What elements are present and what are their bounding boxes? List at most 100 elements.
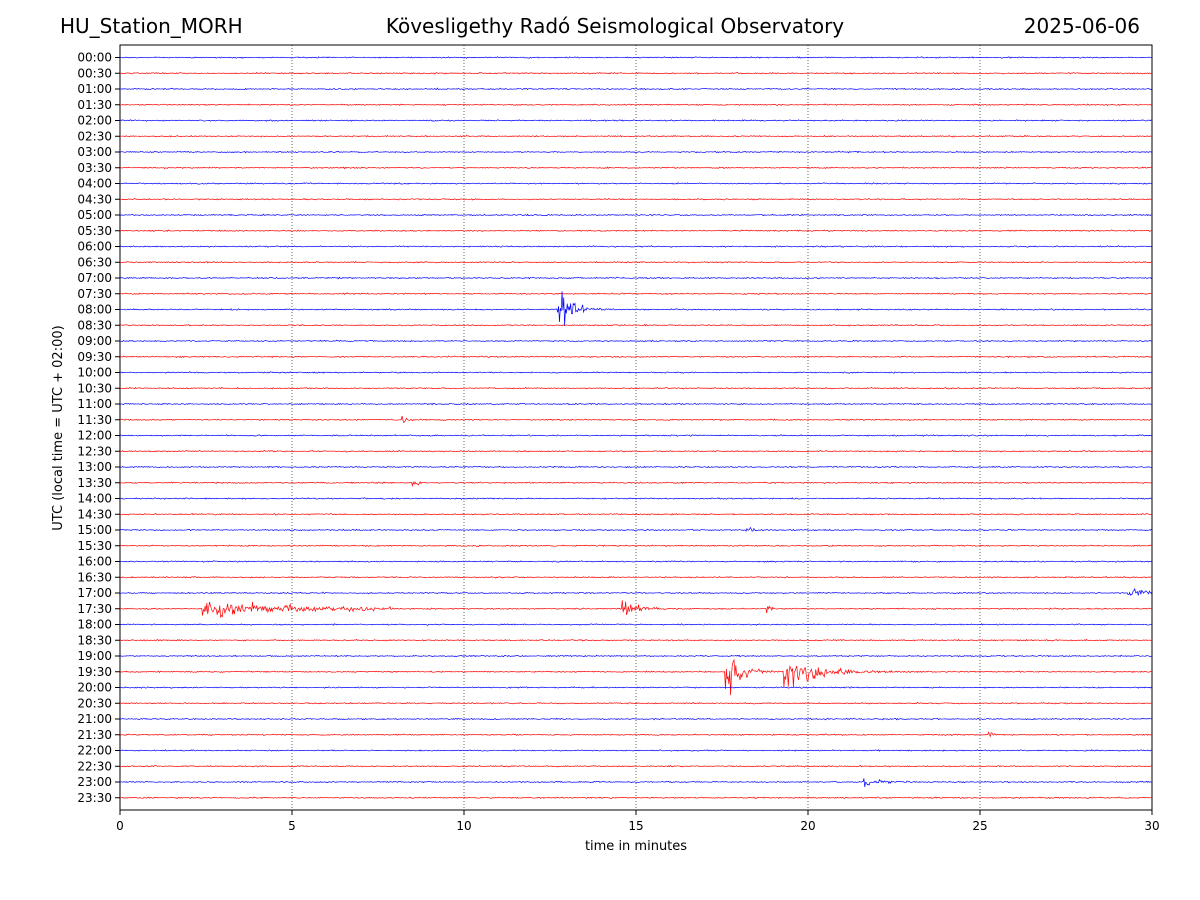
trace-0730 <box>119 292 1153 296</box>
trace-1100 <box>119 402 1153 406</box>
trace-0100 <box>119 87 1153 91</box>
y-tick-label: 23:30 <box>77 791 112 805</box>
x-tick-label: 0 <box>116 819 124 833</box>
y-tick-label: 10:30 <box>77 381 112 395</box>
y-tick-label: 03:30 <box>77 161 112 175</box>
trace-1830 <box>119 638 1153 642</box>
y-tick-label: 19:30 <box>77 665 112 679</box>
y-tick-label: 05:30 <box>77 224 112 238</box>
trace-0830 <box>119 323 1153 327</box>
x-tick-label: 15 <box>628 819 643 833</box>
y-tick-label: 04:00 <box>77 177 112 191</box>
trace-1000 <box>119 371 1153 374</box>
y-tick-label: 10:00 <box>77 366 112 380</box>
y-tick-label: 17:00 <box>77 586 112 600</box>
y-tick-label: 08:00 <box>77 303 112 317</box>
trace-2300 <box>119 778 1153 788</box>
station-title: HU_Station_MORH <box>60 14 243 38</box>
y-tick-label: 21:00 <box>77 712 112 726</box>
y-tick-label: 07:30 <box>77 287 112 301</box>
traces <box>119 56 1153 800</box>
y-tick-label: 14:00 <box>77 492 112 506</box>
y-tick-label: 16:30 <box>77 570 112 584</box>
trace-2230 <box>119 764 1153 768</box>
trace-0400 <box>119 182 1153 185</box>
y-tick-label: 11:00 <box>77 397 112 411</box>
trace-1130 <box>119 415 1153 424</box>
y-tick-label: 15:30 <box>77 539 112 553</box>
trace-1200 <box>119 434 1153 437</box>
y-tick-label: 02:30 <box>77 129 112 143</box>
y-tick-label: 15:00 <box>77 523 112 537</box>
y-tick-label: 00:00 <box>77 51 112 65</box>
trace-1730 <box>119 600 1153 618</box>
y-tick-label: 16:00 <box>77 555 112 569</box>
trace-2100 <box>119 717 1153 721</box>
y-axis-label: UTC (local time = UTC + 02:00) <box>51 325 66 530</box>
trace-0130 <box>119 103 1153 107</box>
trace-1230 <box>119 449 1153 453</box>
trace-0230 <box>119 134 1153 138</box>
trace-0600 <box>119 245 1153 248</box>
trace-1430 <box>119 512 1153 516</box>
y-tick-label: 07:00 <box>77 271 112 285</box>
y-tick-label: 17:30 <box>77 602 112 616</box>
y-tick-label: 22:00 <box>77 744 112 758</box>
trace-2030 <box>119 701 1153 705</box>
y-tick-label: 13:00 <box>77 460 112 474</box>
trace-0330 <box>119 166 1153 170</box>
y-tick-label: 00:30 <box>77 66 112 80</box>
y-tick-label: 23:00 <box>77 775 112 789</box>
y-tick-label: 21:30 <box>77 728 112 742</box>
x-axis-ticks: 0 5 10 15 20 25 30 <box>116 810 1160 833</box>
y-tick-label: 12:00 <box>77 429 112 443</box>
y-tick-label: 18:30 <box>77 633 112 647</box>
trace-1900 <box>119 654 1153 658</box>
trace-0200 <box>119 119 1153 122</box>
trace-2000 <box>119 686 1153 689</box>
y-tick-label: 01:30 <box>77 98 112 112</box>
date-title: 2025-06-06 <box>1023 14 1140 38</box>
trace-1500 <box>119 526 1153 532</box>
y-tick-label: 01:00 <box>77 82 112 96</box>
trace-0800 <box>119 291 1153 326</box>
observatory-title: Kövesligethy Radó Seismological Observat… <box>385 14 845 38</box>
y-tick-label: 02:00 <box>77 114 112 128</box>
trace-0500 <box>119 213 1153 217</box>
y-tick-label: 09:30 <box>77 350 112 364</box>
trace-0900 <box>119 339 1153 343</box>
x-tick-label: 20 <box>800 819 815 833</box>
y-tick-label: 20:00 <box>77 681 112 695</box>
y-tick-label: 11:30 <box>77 413 112 427</box>
trace-2330 <box>119 796 1153 800</box>
trace-1600 <box>119 560 1153 563</box>
trace-1300 <box>119 465 1153 469</box>
trace-1700 <box>119 587 1153 596</box>
y-tick-label: 19:00 <box>77 649 112 663</box>
trace-1630 <box>119 575 1153 579</box>
trace-0930 <box>119 355 1153 359</box>
y-tick-label: 03:00 <box>77 145 112 159</box>
y-tick-label: 22:30 <box>77 759 112 773</box>
trace-0300 <box>119 150 1153 154</box>
x-tick-label: 25 <box>972 819 987 833</box>
trace-0530 <box>119 229 1153 232</box>
x-tick-label: 5 <box>288 819 296 833</box>
trace-2130 <box>119 731 1153 738</box>
trace-0430 <box>119 197 1153 201</box>
y-tick-label: 12:30 <box>77 444 112 458</box>
y-tick-label: 14:30 <box>77 507 112 521</box>
trace-0700 <box>119 276 1153 280</box>
x-axis-label: time in minutes <box>585 839 687 854</box>
y-tick-label: 06:30 <box>77 255 112 269</box>
trace-1400 <box>119 497 1153 500</box>
y-tick-label: 18:00 <box>77 618 112 632</box>
trace-1030 <box>119 386 1153 390</box>
y-tick-label: 04:30 <box>77 192 112 206</box>
y-tick-label: 08:30 <box>77 318 112 332</box>
trace-0630 <box>119 261 1153 264</box>
trace-0030 <box>119 71 1153 75</box>
y-tick-label: 13:30 <box>77 476 112 490</box>
